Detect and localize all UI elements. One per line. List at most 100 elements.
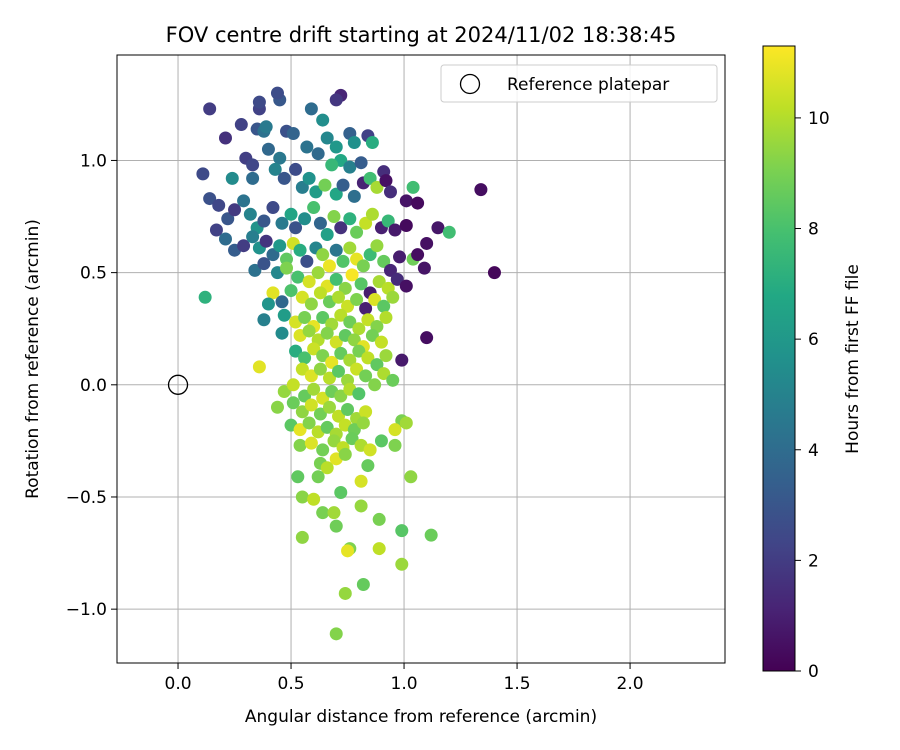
scatter-point <box>341 402 355 416</box>
scatter-point <box>280 252 294 266</box>
scatter-point <box>359 216 373 230</box>
scatter-point <box>336 178 350 192</box>
scatter-point <box>302 275 316 289</box>
scatter-point <box>363 443 377 457</box>
scatter-point <box>350 293 364 307</box>
x-tick-label: 0.0 <box>165 674 192 694</box>
colorbar-tick-label: 2 <box>808 551 819 571</box>
scatter-point <box>352 344 366 358</box>
scatter-point <box>293 423 307 437</box>
scatter-point <box>343 353 357 367</box>
scatter-point <box>363 248 377 262</box>
scatter-point <box>352 387 366 401</box>
scatter-point <box>329 140 343 154</box>
scatter-point <box>334 346 348 360</box>
scatter-point <box>365 328 379 342</box>
scatter-point <box>309 185 323 199</box>
scatter-point <box>237 239 251 253</box>
scatter-point <box>307 201 321 215</box>
scatter-point <box>246 158 260 172</box>
scatter-point <box>420 236 434 250</box>
scatter-point <box>295 530 309 544</box>
scatter-point <box>332 290 346 304</box>
scatter-point <box>336 254 350 268</box>
scatter-point <box>350 362 364 376</box>
scatter-point <box>209 223 223 237</box>
scatter-point <box>411 196 425 210</box>
scatter-point <box>347 189 361 203</box>
scatter-point <box>320 461 334 475</box>
scatter-point <box>295 362 309 376</box>
colorbar: 0 2 4 6 8 10 Hours from first FF file <box>762 45 863 682</box>
scatter-point <box>386 373 400 387</box>
scatter-point <box>295 290 309 304</box>
colorbar-tick-label: 4 <box>808 441 819 461</box>
scatter-point <box>338 281 352 295</box>
scatter-point <box>316 443 330 457</box>
scatter-point <box>304 436 318 450</box>
scatter-point <box>270 86 284 100</box>
scatter-point <box>273 151 287 165</box>
scatter-point <box>399 416 413 430</box>
scatter-point <box>341 299 355 313</box>
scatter-point <box>381 214 395 228</box>
scatter-point <box>325 158 339 172</box>
scatter-point <box>277 385 291 399</box>
scatter-point <box>487 266 501 280</box>
scatter-point <box>395 557 409 571</box>
scatter-point <box>196 167 210 181</box>
scatter-point <box>316 349 330 363</box>
scatter-point <box>307 492 321 506</box>
scatter-point <box>246 171 260 185</box>
scatter-point <box>431 221 445 235</box>
colorbar-tick-label: 0 <box>808 662 819 682</box>
scatter-point <box>356 259 370 273</box>
scatter-point <box>399 219 413 233</box>
scatter-point <box>307 342 321 356</box>
scatter-point <box>286 378 300 392</box>
scatter-point <box>345 268 359 282</box>
scatter-point <box>313 216 327 230</box>
x-tick-label: 1.5 <box>504 674 531 694</box>
scatter-point <box>372 512 386 526</box>
scatter-point <box>221 212 235 226</box>
scatter-point <box>329 243 343 257</box>
x-tick-label: 2.0 <box>617 674 644 694</box>
scatter-point <box>266 201 280 215</box>
y-axis-label: Rotation from reference (arcmin) <box>23 219 43 499</box>
scatter-point <box>383 263 397 277</box>
scatter-point <box>300 254 314 268</box>
scatter-point <box>377 367 391 381</box>
scatter-point <box>347 333 361 347</box>
scatter-point <box>293 243 307 257</box>
scatter-point <box>329 335 343 349</box>
scatter-point <box>322 371 336 385</box>
scatter-point <box>420 331 434 345</box>
scatter-point <box>304 369 318 383</box>
scatter-point <box>474 183 488 197</box>
scatter-point <box>286 127 300 141</box>
colorbar-gradient <box>762 45 796 672</box>
scatter-point <box>257 214 271 228</box>
scatter-point <box>343 160 357 174</box>
scatter-point <box>359 369 373 383</box>
scatter-point <box>327 434 341 448</box>
scatter-point <box>338 586 352 600</box>
scatter-point <box>345 432 359 446</box>
scatter-point <box>365 135 379 149</box>
scatter-point <box>295 180 309 194</box>
scatter-point <box>354 156 368 170</box>
scatter-point <box>334 308 348 322</box>
scatter-point <box>388 423 402 437</box>
scatter-point <box>343 315 357 329</box>
scatter-point <box>316 506 330 520</box>
chart-title: FOV centre drift starting at 2024/11/02 … <box>166 23 677 47</box>
y-tick-label: 0.5 <box>80 264 107 284</box>
scatter-point <box>320 326 334 340</box>
scatter-point <box>318 178 332 192</box>
scatter-point <box>266 286 280 300</box>
scatter-point <box>320 131 334 145</box>
scatter-point <box>225 171 239 185</box>
scatter-point <box>329 93 343 107</box>
